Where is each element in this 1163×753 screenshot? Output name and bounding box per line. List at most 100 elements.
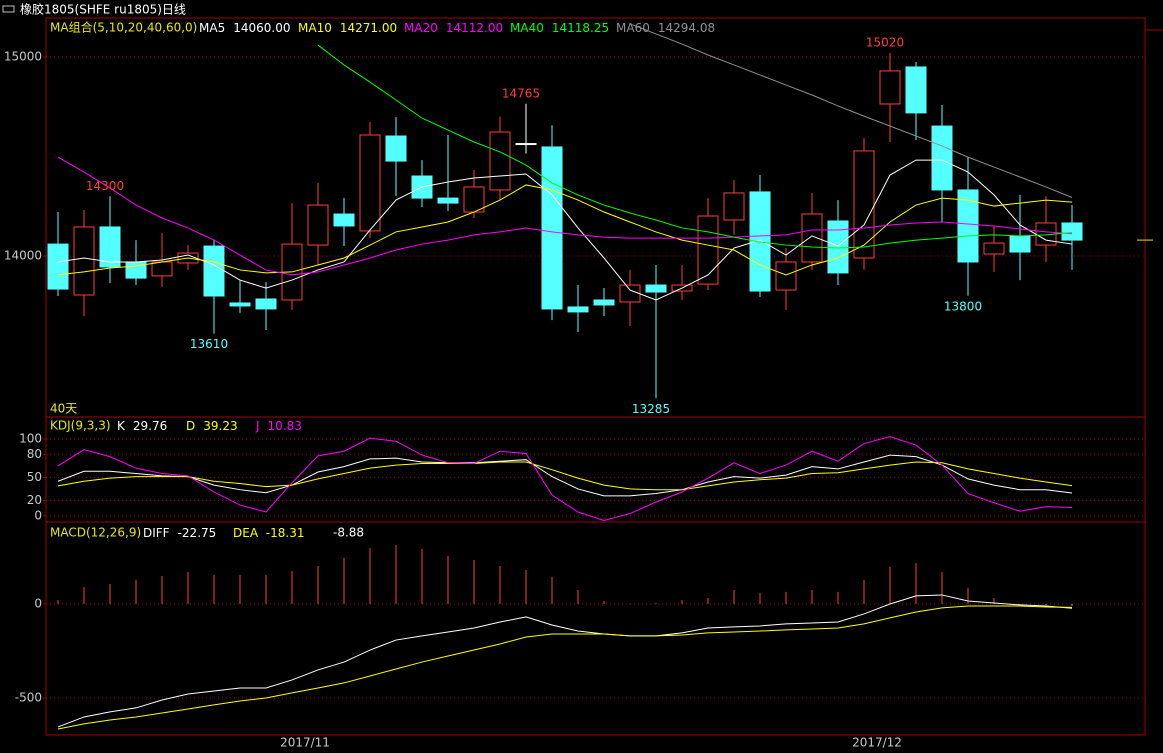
legend-title: MA组合(5,10,20,40,60,0) [50,20,197,35]
legend-entry: D 39.23 [186,419,238,433]
legend-value: 14118.25 [552,21,609,35]
series-line [317,44,1073,249]
legend-name: MA10 [298,21,332,35]
candle-body [437,197,459,204]
candle-body [983,242,1005,255]
legend-value: 29.76 [133,419,167,433]
series-line [629,23,1073,198]
y-tick-label: 100 [19,431,42,445]
legend-entry: MA20 14112.00 [404,21,503,35]
candle-body [385,135,407,162]
legend-name: DIFF [143,526,170,540]
series-line [57,184,1073,276]
legend-entry: MA60 14294.08 [616,21,715,35]
candle-body [255,298,277,310]
candle-body [775,261,797,291]
candle-body [593,299,615,306]
legend-name: K [117,419,126,433]
series-line [57,454,1073,497]
candle-body [931,125,953,191]
legend-name: J [255,419,260,433]
candle-body [47,243,69,290]
y-tick-label: 50 [27,470,42,484]
legend-value: -22.75 [178,526,217,540]
legend-name: MA60 [616,21,650,35]
candle-body [541,146,563,310]
candle-body [99,226,121,268]
candle-body [905,66,927,114]
period-label: 40天 [50,402,77,416]
candle-body [333,213,355,227]
legend-entry: MA40 14118.25 [510,21,609,35]
x-tick-label: 2017/11 [280,736,330,750]
candle-body [827,220,849,274]
y-tick-label: -500 [15,690,42,704]
extreme-label: 14765 [502,86,540,100]
legend-name: DEA [233,526,259,540]
candle-body [73,226,95,296]
legend-entry: DEA -18.31 [233,526,304,540]
y-tick-label: 14000 [4,249,42,263]
chart-title: 橡胶1805(SHFE ru1805)日线 [20,2,186,17]
y-tick-label: 20 [27,493,42,507]
y-tick-label: 80 [27,447,42,461]
candle-body [229,302,251,307]
extreme-label: 13610 [190,337,228,351]
frame [45,17,1146,736]
candle-body [723,192,745,221]
series-line [57,436,1073,521]
candle-body [515,143,537,146]
legend-value: -8.88 [333,526,364,540]
legend-value: -18.31 [266,526,305,540]
extreme-label: 13285 [632,402,670,416]
legend-name: MA20 [404,21,438,35]
series-line [57,156,1073,276]
candle-body [619,284,641,303]
legend-value: 14271.00 [340,21,397,35]
legend-entry: K 29.76 [117,419,167,433]
legend-value: 39.23 [203,419,237,433]
candle-body [957,189,979,263]
legend-entry: J 10.83 [255,419,302,433]
candle-body [151,261,173,277]
legend-entry: DIFF -22.75 [143,526,216,540]
series-line [57,159,1073,301]
legend-name: MA5 [199,21,225,35]
extreme-label: 15020 [866,36,904,50]
legend-value: 14294.08 [658,21,715,35]
candle-body [879,70,901,105]
y-tick-label: 0 [34,596,42,610]
legend-value: 14112.00 [446,21,503,35]
x-tick-label: 2017/12 [852,736,902,750]
legend-value: 14060.00 [233,21,290,35]
candle-body [697,215,719,285]
candle-body [359,134,381,232]
series-line [57,605,1073,730]
y-tick-label: 0 [34,508,42,522]
candle-body [307,204,329,246]
legend-name: D [186,419,195,433]
candle-body [203,245,225,297]
candle-body [1009,235,1031,253]
title-bar [0,0,1163,18]
candle-body [645,284,667,293]
candle-body [749,191,771,292]
panel-title: MACD(12,26,9) [50,526,141,540]
title-icon [2,5,15,13]
series-line [57,461,1073,491]
legend-name: MA40 [510,21,544,35]
candle-body [1061,222,1083,241]
extreme-label: 13800 [944,299,982,313]
series-line [57,594,1073,728]
candle-body [567,306,589,313]
extreme-label: 14300 [86,179,124,193]
panel-title: KDJ(9,3,3) [50,419,111,433]
candle-body [853,150,875,259]
y-tick-label: 15000 [4,50,42,64]
legend-value: 10.83 [268,419,302,433]
candle-body [489,131,511,191]
legend-entry: MA5 14060.00 [199,21,290,35]
